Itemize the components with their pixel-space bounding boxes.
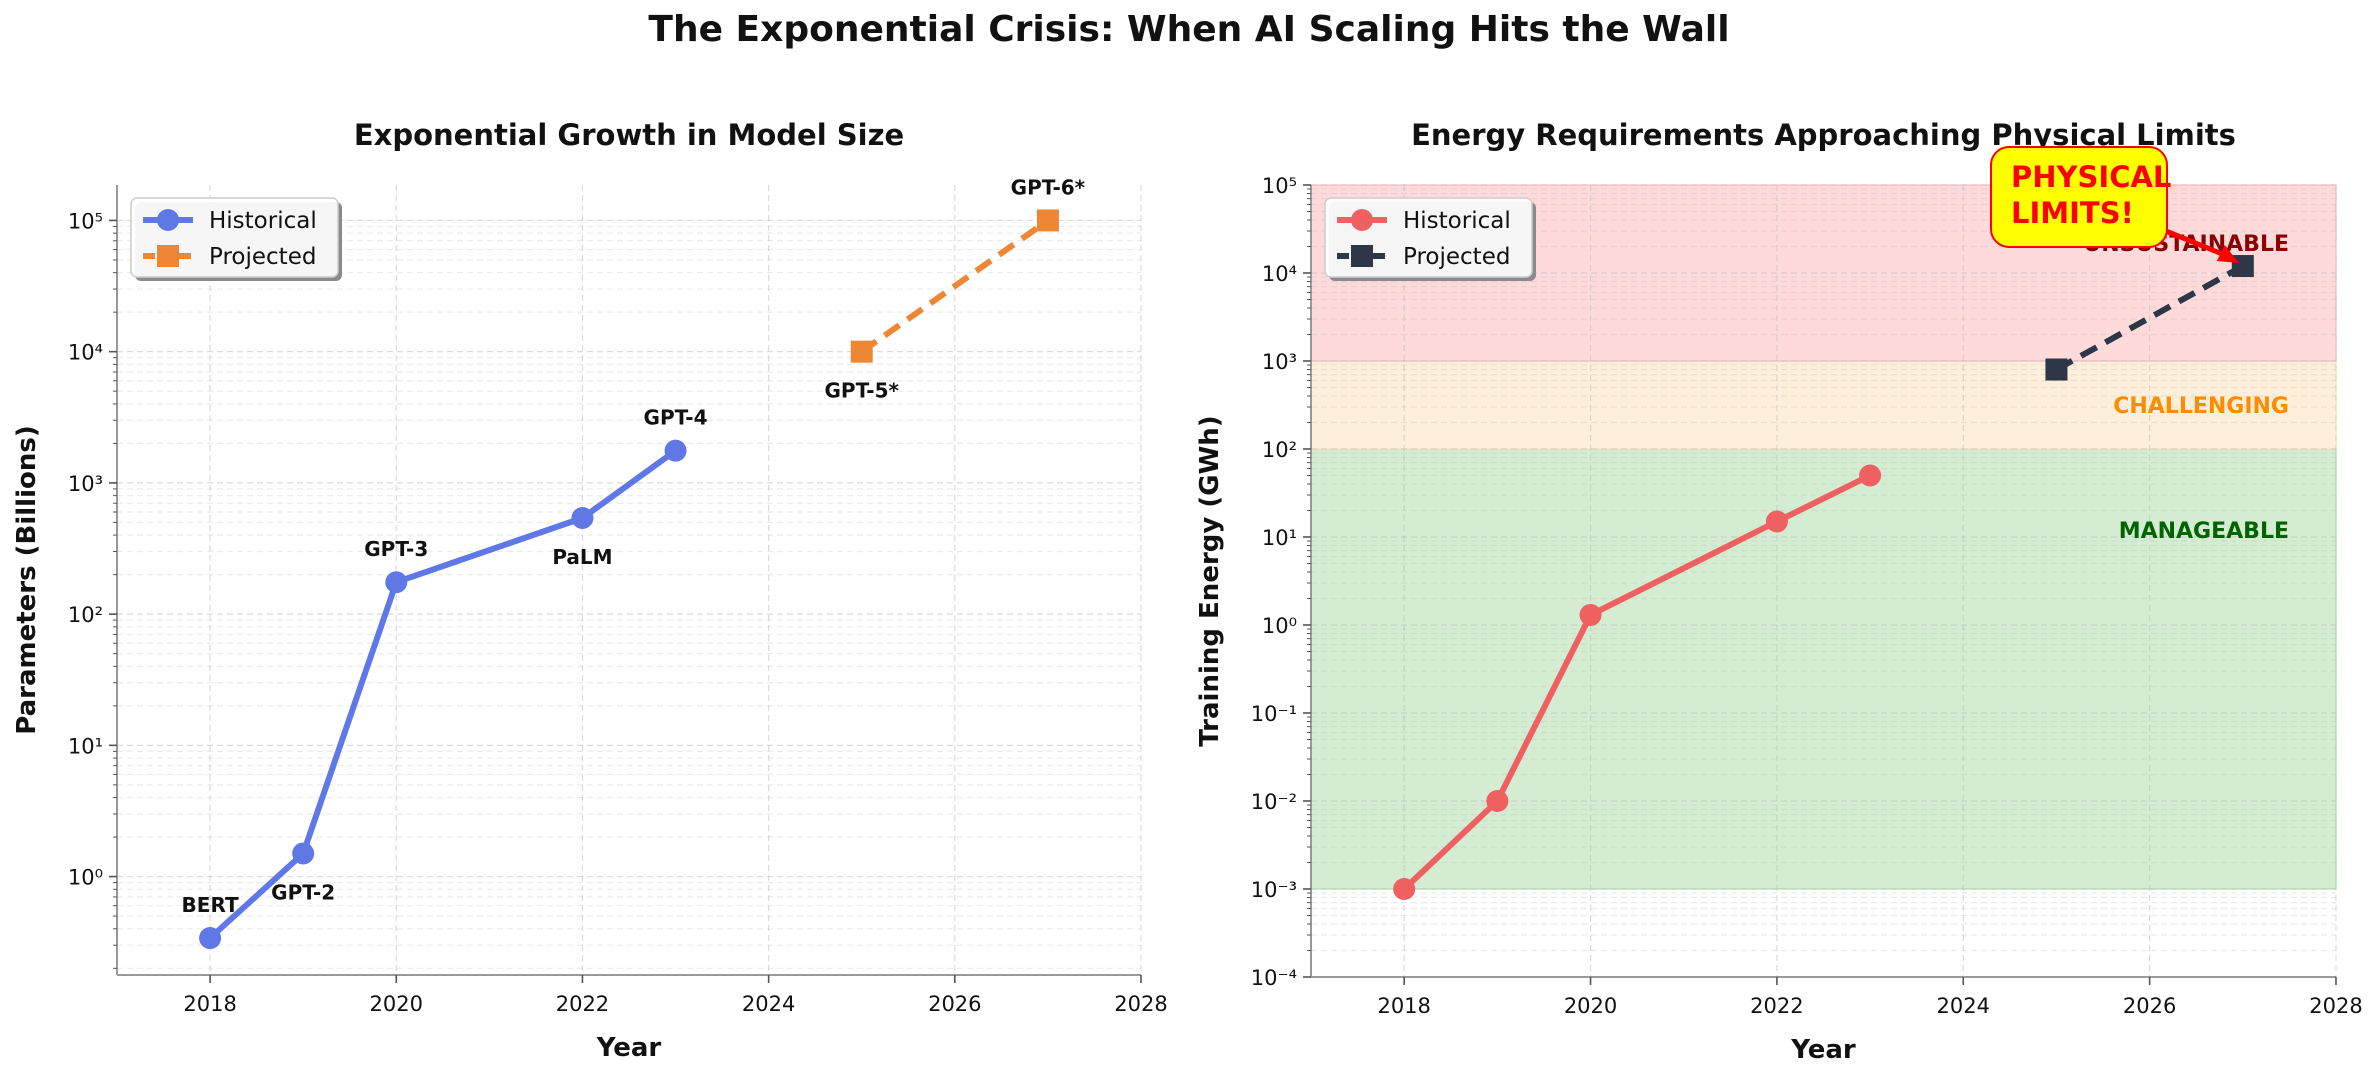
y-tick-label: 10⁵ [68,209,103,233]
x-tick-label: 2022 [556,992,609,1016]
legend: Historical Projected [1324,197,1536,281]
point-label-palm: PaLM [552,545,612,569]
data-point-projected [2045,358,2068,381]
zone-label-challenging: CHALLENGING [2113,394,2289,419]
y-tick-label: 10³ [68,472,103,496]
y-tick-label: 10⁰ [68,866,103,890]
point-label-gpt-2: GPT-2 [271,880,335,904]
data-point-historical [292,842,315,865]
point-label-gpt-4: GPT-4 [644,406,708,430]
y-tick-label: 10⁻⁴ [1251,966,1297,990]
x-tick-label: 2020 [370,992,423,1016]
x-tick-label: 2024 [742,992,795,1016]
data-point-historical [664,439,687,462]
data-point-historical [199,927,222,950]
legend-marker-historical [1351,209,1373,231]
annotation-arrow-head [2216,245,2239,264]
y-tick-label: 10⁻² [1251,790,1297,814]
y-tick-label: 10⁴ [68,341,103,365]
data-point-historical [1579,603,1602,626]
series-line-projected [859,217,1050,355]
data-point-projected [850,340,873,363]
data-point-historical [1765,510,1788,533]
x-tick-label: 2026 [2123,994,2176,1018]
x-axis-label: Year [1790,1035,1856,1065]
legend: Historical Projected [130,197,342,281]
x-tick-label: 2022 [1750,994,1803,1018]
chart-title: Exponential Growth in Model Size [354,118,904,152]
series-line-projected [2054,263,2245,373]
y-axis-label: Training Energy (GWh) [1195,415,1225,746]
x-tick-label: 2020 [1564,994,1617,1018]
legend-label-historical: Historical [1403,208,1511,234]
legend-label-projected: Projected [1403,244,1510,270]
point-label-gpt-3: GPT-3 [364,537,428,561]
y-axis-label: Parameters (Billions) [12,425,42,735]
legend-marker-projected [157,245,179,267]
y-tick-label: 10¹ [1262,526,1297,550]
legend-label-projected: Projected [209,244,316,270]
data-point-historical [1393,878,1416,900]
data-point-projected [1036,209,1059,232]
annotation-text-line1: PHYSICAL [2011,160,2171,194]
point-label-gpt-6: GPT-6* [1011,175,1086,199]
x-axis-label: Year [596,1033,662,1063]
point-label-bert: BERT [182,893,239,917]
data-point-projected [2231,255,2254,278]
x-tick-label: 2028 [1114,992,1167,1016]
x-tick-label: 2028 [2309,994,2362,1018]
point-label-gpt-5: GPT-5* [825,379,900,403]
legend-label-historical: Historical [209,208,317,234]
series-line-historical [207,447,679,942]
annotation-box [1990,146,2168,248]
y-tick-label: 10² [68,603,103,627]
chart-model-size: 2018 2020 2022 2024 2026 2028 10⁰ 10¹ 10² 10³ 10⁴ 1… [12,118,1168,1063]
figure-suptitle: The Exponential Crisis: When AI Scaling … [648,9,1729,50]
y-tick-label: 10³ [1262,350,1297,374]
data-point-historical [385,571,408,594]
y-tick-label: 10⁴ [1262,262,1297,286]
x-tick-label: 2018 [183,992,236,1016]
annotation-text-line2: LIMITS! [2011,196,2134,230]
legend-marker-historical [157,209,179,231]
x-tick-label: 2026 [928,992,981,1016]
y-tick-label: 10⁻³ [1251,878,1297,902]
data-point-historical [1486,790,1509,812]
zone-label-manageable: MANAGEABLE [2119,519,2289,544]
y-tick-label: 10² [1262,438,1297,462]
y-tick-label: 10¹ [68,734,103,758]
zone-manageable [1310,448,2337,890]
data-point-historical [1859,464,1882,487]
y-tick-label: 10⁻¹ [1251,702,1297,726]
chart-training-energy: 2018 2020 2022 2024 2026 2028 10⁻⁴ 10⁻³ 10⁻² 10⁻¹… [1195,118,2363,1065]
annotation-arrow [2160,226,2226,258]
x-tick-label: 2024 [1937,994,1990,1018]
x-tick-label: 2018 [1377,994,1430,1018]
y-tick-label: 10⁵ [1262,174,1297,198]
zone-challenging [1310,360,2337,450]
legend-marker-projected [1351,245,1373,267]
data-point-historical [571,507,594,530]
y-tick-label: 10⁰ [1262,614,1297,638]
